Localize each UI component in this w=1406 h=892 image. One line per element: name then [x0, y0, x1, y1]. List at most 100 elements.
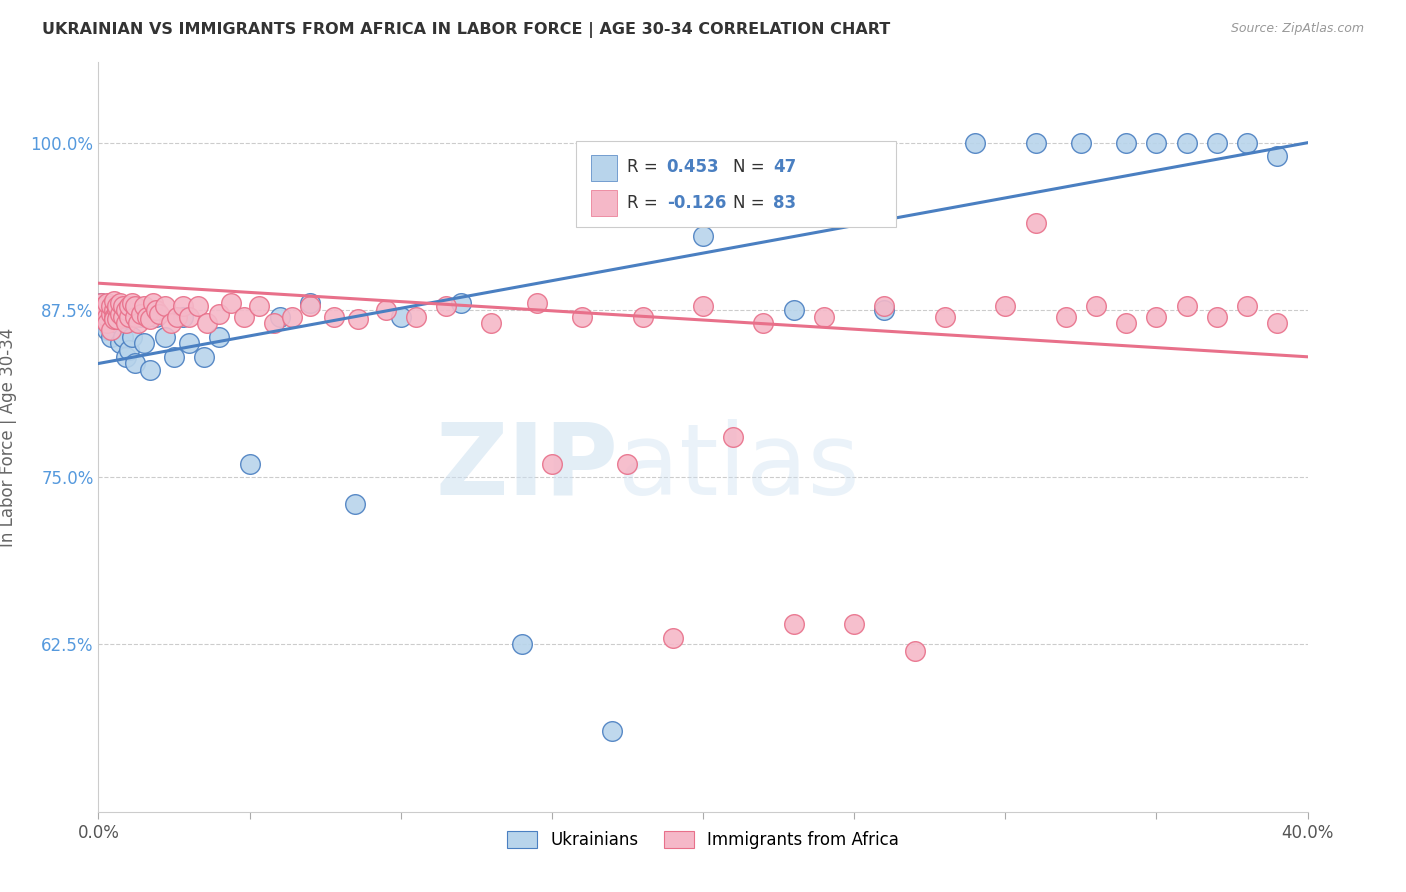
- Text: ZIP: ZIP: [436, 418, 619, 516]
- Text: R =: R =: [627, 194, 662, 211]
- Point: [571, 310, 593, 324]
- Point: [631, 310, 654, 324]
- Point: [100, 323, 122, 337]
- Point: [1070, 136, 1092, 150]
- Point: [344, 497, 367, 511]
- Point: [994, 299, 1017, 313]
- Point: [510, 637, 533, 651]
- Y-axis label: In Labor Force | Age 30-34: In Labor Force | Age 30-34: [0, 327, 17, 547]
- Point: [221, 296, 243, 310]
- Point: [481, 317, 503, 331]
- Point: [118, 299, 141, 313]
- Point: [783, 303, 806, 318]
- Point: [100, 330, 122, 344]
- Point: [153, 299, 176, 313]
- Point: [90, 296, 112, 310]
- Point: [163, 350, 186, 364]
- Text: -0.126: -0.126: [666, 194, 725, 211]
- Point: [602, 724, 624, 739]
- Point: [111, 299, 134, 313]
- Point: [90, 303, 112, 318]
- Point: [1115, 317, 1137, 331]
- Point: [692, 229, 714, 244]
- Point: [100, 299, 122, 313]
- Point: [103, 303, 125, 318]
- Point: [1024, 216, 1046, 230]
- Point: [1236, 299, 1258, 313]
- Point: [208, 307, 231, 321]
- Point: [692, 299, 714, 313]
- Legend: Ukrainians, Immigrants from Africa: Ukrainians, Immigrants from Africa: [501, 824, 905, 855]
- Point: [90, 303, 112, 318]
- Point: [1144, 310, 1167, 324]
- Point: [661, 631, 683, 645]
- Point: [118, 310, 141, 324]
- Point: [195, 317, 218, 331]
- Text: UKRAINIAN VS IMMIGRANTS FROM AFRICA IN LABOR FORCE | AGE 30-34 CORRELATION CHART: UKRAINIAN VS IMMIGRANTS FROM AFRICA IN L…: [42, 22, 890, 38]
- FancyBboxPatch shape: [576, 141, 897, 227]
- Point: [108, 296, 131, 310]
- Text: 0.453: 0.453: [666, 159, 720, 177]
- Point: [904, 644, 927, 658]
- Point: [103, 293, 125, 308]
- Point: [93, 312, 115, 326]
- Point: [1206, 310, 1229, 324]
- Point: [145, 303, 167, 318]
- Point: [873, 303, 896, 318]
- Point: [96, 323, 118, 337]
- Bar: [591, 154, 617, 181]
- Point: [269, 310, 291, 324]
- Point: [129, 307, 152, 321]
- Point: [434, 299, 457, 313]
- Point: [965, 136, 987, 150]
- Point: [132, 336, 155, 351]
- Bar: [591, 190, 617, 216]
- Point: [105, 317, 128, 331]
- Point: [139, 363, 162, 377]
- Point: [172, 299, 194, 313]
- Point: [121, 330, 143, 344]
- Point: [148, 307, 170, 321]
- Point: [193, 350, 215, 364]
- Point: [299, 299, 322, 313]
- Point: [1024, 136, 1046, 150]
- Point: [129, 310, 152, 324]
- Point: [723, 430, 745, 444]
- Point: [813, 310, 835, 324]
- Point: [1054, 310, 1077, 324]
- Point: [121, 296, 143, 310]
- Point: [103, 303, 125, 318]
- Text: N =: N =: [734, 194, 770, 211]
- Point: [1267, 317, 1289, 331]
- Point: [752, 317, 775, 331]
- Text: 47: 47: [773, 159, 796, 177]
- Point: [100, 312, 122, 326]
- Point: [96, 310, 118, 324]
- Point: [172, 310, 194, 324]
- Point: [114, 317, 136, 331]
- Point: [450, 296, 472, 310]
- Point: [142, 296, 165, 310]
- Point: [239, 457, 262, 471]
- Point: [783, 617, 806, 632]
- Point: [153, 330, 176, 344]
- Text: 83: 83: [773, 194, 796, 211]
- Point: [247, 299, 270, 313]
- Text: Source: ZipAtlas.com: Source: ZipAtlas.com: [1230, 22, 1364, 36]
- Point: [124, 299, 146, 313]
- Point: [111, 330, 134, 344]
- Point: [103, 312, 125, 326]
- Point: [96, 299, 118, 313]
- Point: [103, 310, 125, 324]
- Point: [263, 317, 285, 331]
- Text: atlas: atlas: [619, 418, 860, 516]
- Point: [93, 310, 115, 324]
- Point: [374, 303, 396, 318]
- Point: [187, 299, 209, 313]
- Point: [1175, 136, 1198, 150]
- Point: [1267, 149, 1289, 163]
- Point: [873, 299, 896, 313]
- Point: [179, 310, 201, 324]
- Point: [132, 299, 155, 313]
- Point: [1175, 299, 1198, 313]
